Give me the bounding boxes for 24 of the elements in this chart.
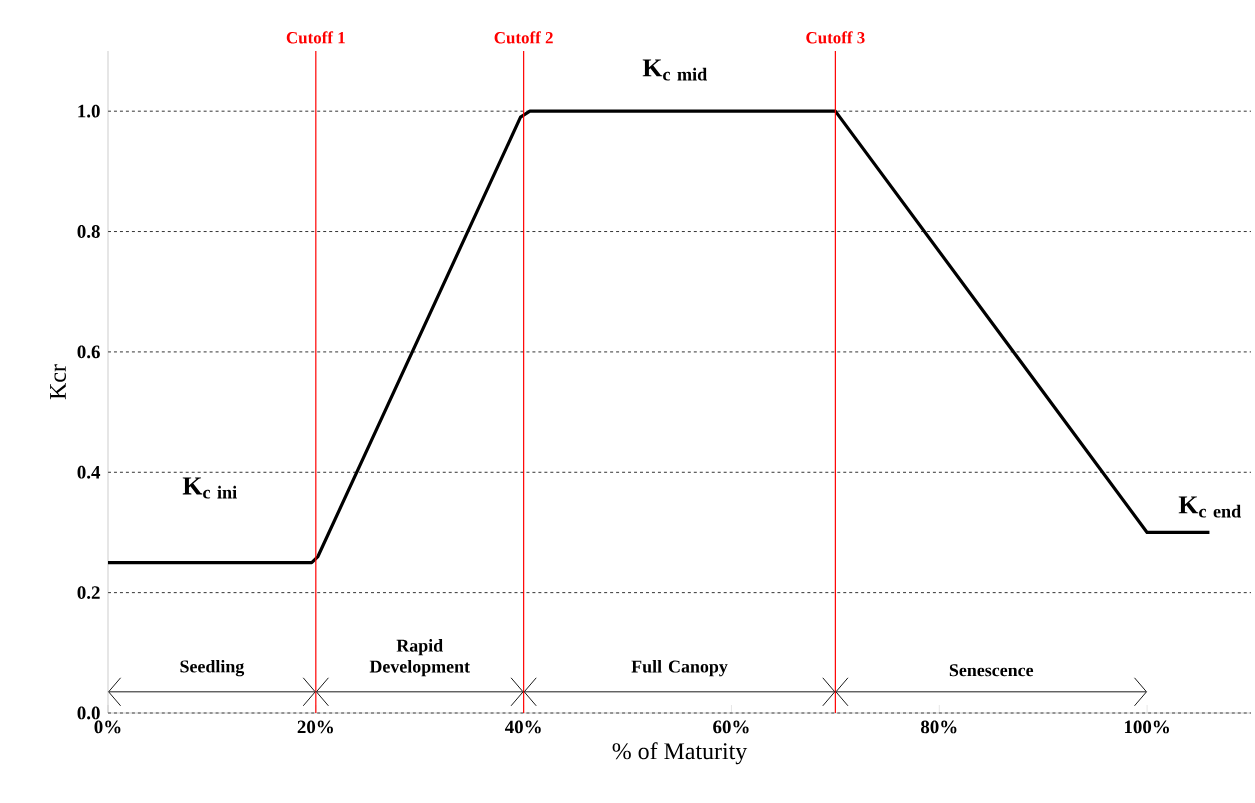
- ref-line-label: Cutoff 1: [286, 31, 345, 44]
- y-tick-label: 0.8: [77, 225, 100, 238]
- ref-line-label: Cutoff 3: [806, 31, 865, 44]
- x-tick-label: 40%: [504, 720, 541, 734]
- y-tick-label: 0.0: [77, 706, 100, 720]
- annotation: Full Canopy: [631, 659, 728, 677]
- annotation: Senescence: [949, 664, 1034, 677]
- y-tick-label: 0.6: [77, 345, 100, 359]
- y-tick-label: 1.0: [78, 104, 100, 118]
- y-axis-title: Kcr: [50, 364, 66, 400]
- annotation: Seedling: [180, 659, 245, 677]
- x-tick-label: 60%: [713, 720, 749, 734]
- x-tick-label: 100%: [1124, 720, 1169, 734]
- annotation: $\mathbf{K}_{\mathbf{c\ mid}}$: [642, 59, 707, 81]
- x-axis-title: % of Maturity: [612, 742, 748, 765]
- ref-line-label: Cutoff 2: [494, 31, 553, 44]
- x-tick-label: 20%: [297, 720, 333, 734]
- y-tick-label: 0.2: [77, 586, 100, 600]
- annotation: $\mathbf{K}_{\mathbf{c\ end}}$: [1178, 496, 1241, 518]
- x-tick-label: 0%: [94, 720, 121, 734]
- annotation: Rapid Development: [369, 639, 470, 677]
- x-tick-label: 80%: [920, 720, 957, 734]
- annotation: $\mathbf{K}_{\mathbf{c\ ini}}$: [182, 477, 237, 499]
- y-tick-label: 0.4: [77, 465, 101, 479]
